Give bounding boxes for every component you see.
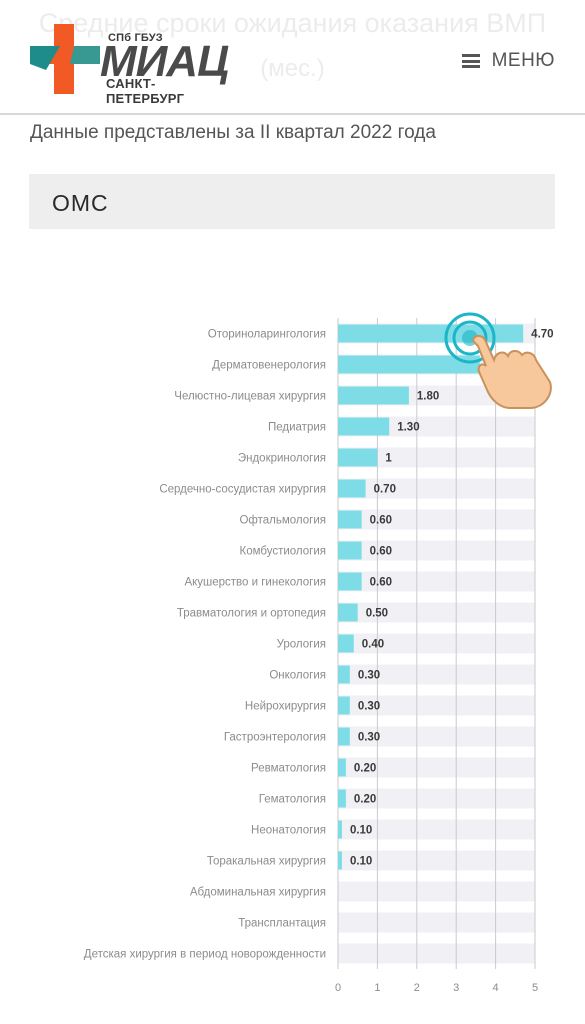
bar-track <box>338 757 535 778</box>
bar-track <box>338 447 535 468</box>
category-label: Акушерство и гинекология <box>184 577 326 589</box>
value-label: 0.50 <box>366 608 388 620</box>
value-label: 0.10 <box>350 856 372 868</box>
x-tick-label: 1 <box>374 982 380 994</box>
value-label: 0.10 <box>350 825 372 837</box>
category-label: Гематология <box>259 794 326 806</box>
value-label: 1 <box>385 453 392 465</box>
value-label: 0.20 <box>354 794 376 806</box>
bar <box>338 851 342 870</box>
x-tick-label: 4 <box>493 982 499 994</box>
bar-track <box>338 540 535 561</box>
bar-track <box>338 695 535 716</box>
category-label: Неонатология <box>251 825 326 837</box>
bar-track <box>338 881 535 902</box>
category-label: Гастроэнтерология <box>224 732 326 744</box>
value-label: 0.40 <box>362 639 384 651</box>
value-label: 0.30 <box>358 732 380 744</box>
value-label: 0.30 <box>358 670 380 682</box>
menu-button[interactable]: МЕНЮ <box>461 50 555 72</box>
category-label: Оториноларингология <box>208 329 326 341</box>
value-label: 1.80 <box>417 391 439 403</box>
miac-logo[interactable]: СПб ГБУЗ МИАЦ САНКТ-ПЕТЕРБУРГ <box>30 24 230 106</box>
bar-track <box>338 571 535 592</box>
section-oms-header[interactable]: ОМС <box>29 174 555 229</box>
value-label: 0.20 <box>354 763 376 775</box>
category-label: Абдоминальная хирургия <box>190 887 326 899</box>
bar-track <box>338 478 535 499</box>
x-tick-label: 3 <box>453 982 459 994</box>
bar-track <box>338 509 535 530</box>
category-label: Челюстно-лицевая хирургия <box>174 391 326 403</box>
value-label: 0.60 <box>370 515 392 527</box>
bar <box>338 448 378 467</box>
bar <box>338 603 358 622</box>
bar-track <box>338 819 535 840</box>
section-label: ОМС <box>52 190 109 216</box>
bar-track <box>338 664 535 685</box>
bar <box>338 479 366 498</box>
bar <box>338 634 354 653</box>
site-header: СПб ГБУЗ МИАЦ САНКТ-ПЕТЕРБУРГ МЕНЮ <box>0 0 585 115</box>
value-label: 1.30 <box>397 422 419 434</box>
category-label: Сердечно-сосудистая хирургия <box>159 484 326 496</box>
tap-gesture-icon <box>444 312 552 409</box>
category-label: Дерматовенерология <box>212 360 326 372</box>
bar <box>338 572 362 591</box>
value-label: 0.60 <box>370 546 392 558</box>
category-label: Комбустиология <box>240 546 327 558</box>
bar <box>338 820 342 839</box>
bar-track <box>338 943 535 964</box>
period-text: Данные представлены за II квартал 2022 г… <box>30 122 436 143</box>
bar-track <box>338 850 535 871</box>
value-label: 0.70 <box>374 484 396 496</box>
bar <box>338 510 362 529</box>
x-tick-label: 5 <box>532 982 538 994</box>
logo-name: МИАЦ <box>100 37 229 86</box>
logo-city: САНКТ-ПЕТЕРБУРГ <box>106 76 185 106</box>
page-title-line2: (мес.) <box>260 55 325 82</box>
page-title-line1: Средние сроки ожидания оказания ВМП <box>38 8 547 38</box>
category-label: Педиатрия <box>268 422 326 434</box>
bar <box>338 417 390 436</box>
category-label: Урология <box>277 639 326 651</box>
bar-track <box>338 788 535 809</box>
bar <box>338 758 346 777</box>
value-label: 0.30 <box>358 701 380 713</box>
category-label: Трансплантация <box>238 918 326 930</box>
x-tick-label: 2 <box>414 982 420 994</box>
bar <box>338 386 409 405</box>
category-label: Онкология <box>269 670 326 682</box>
page-title-background: Средние сроки ожидания оказания ВМП (мес… <box>0 0 585 92</box>
category-label: Детская хирургия в период новорожденност… <box>84 949 326 961</box>
bar <box>338 665 350 684</box>
bar <box>338 541 362 560</box>
bar <box>338 789 346 808</box>
category-label: Ревматология <box>251 763 326 775</box>
category-label: Травматология и ортопедия <box>177 608 326 620</box>
bar-track <box>338 602 535 623</box>
value-label: 4.70 <box>531 329 553 341</box>
menu-label: МЕНЮ <box>491 50 555 71</box>
category-label: Торакальная хирургия <box>207 856 326 868</box>
category-label: Офтальмология <box>239 515 326 527</box>
hamburger-icon <box>461 54 480 68</box>
category-label: Эндокринология <box>238 453 326 465</box>
category-label: Нейрохирургия <box>245 701 326 713</box>
bar-track <box>338 912 535 933</box>
medical-cross-icon <box>30 24 100 94</box>
bar-track <box>338 633 535 654</box>
bar <box>338 727 350 746</box>
bar-track <box>338 726 535 747</box>
value-label: 0.60 <box>370 577 392 589</box>
x-tick-label: 0 <box>335 982 341 994</box>
bar <box>338 355 480 374</box>
bar <box>338 696 350 715</box>
logo-org-type: СПб ГБУЗ <box>108 32 163 44</box>
